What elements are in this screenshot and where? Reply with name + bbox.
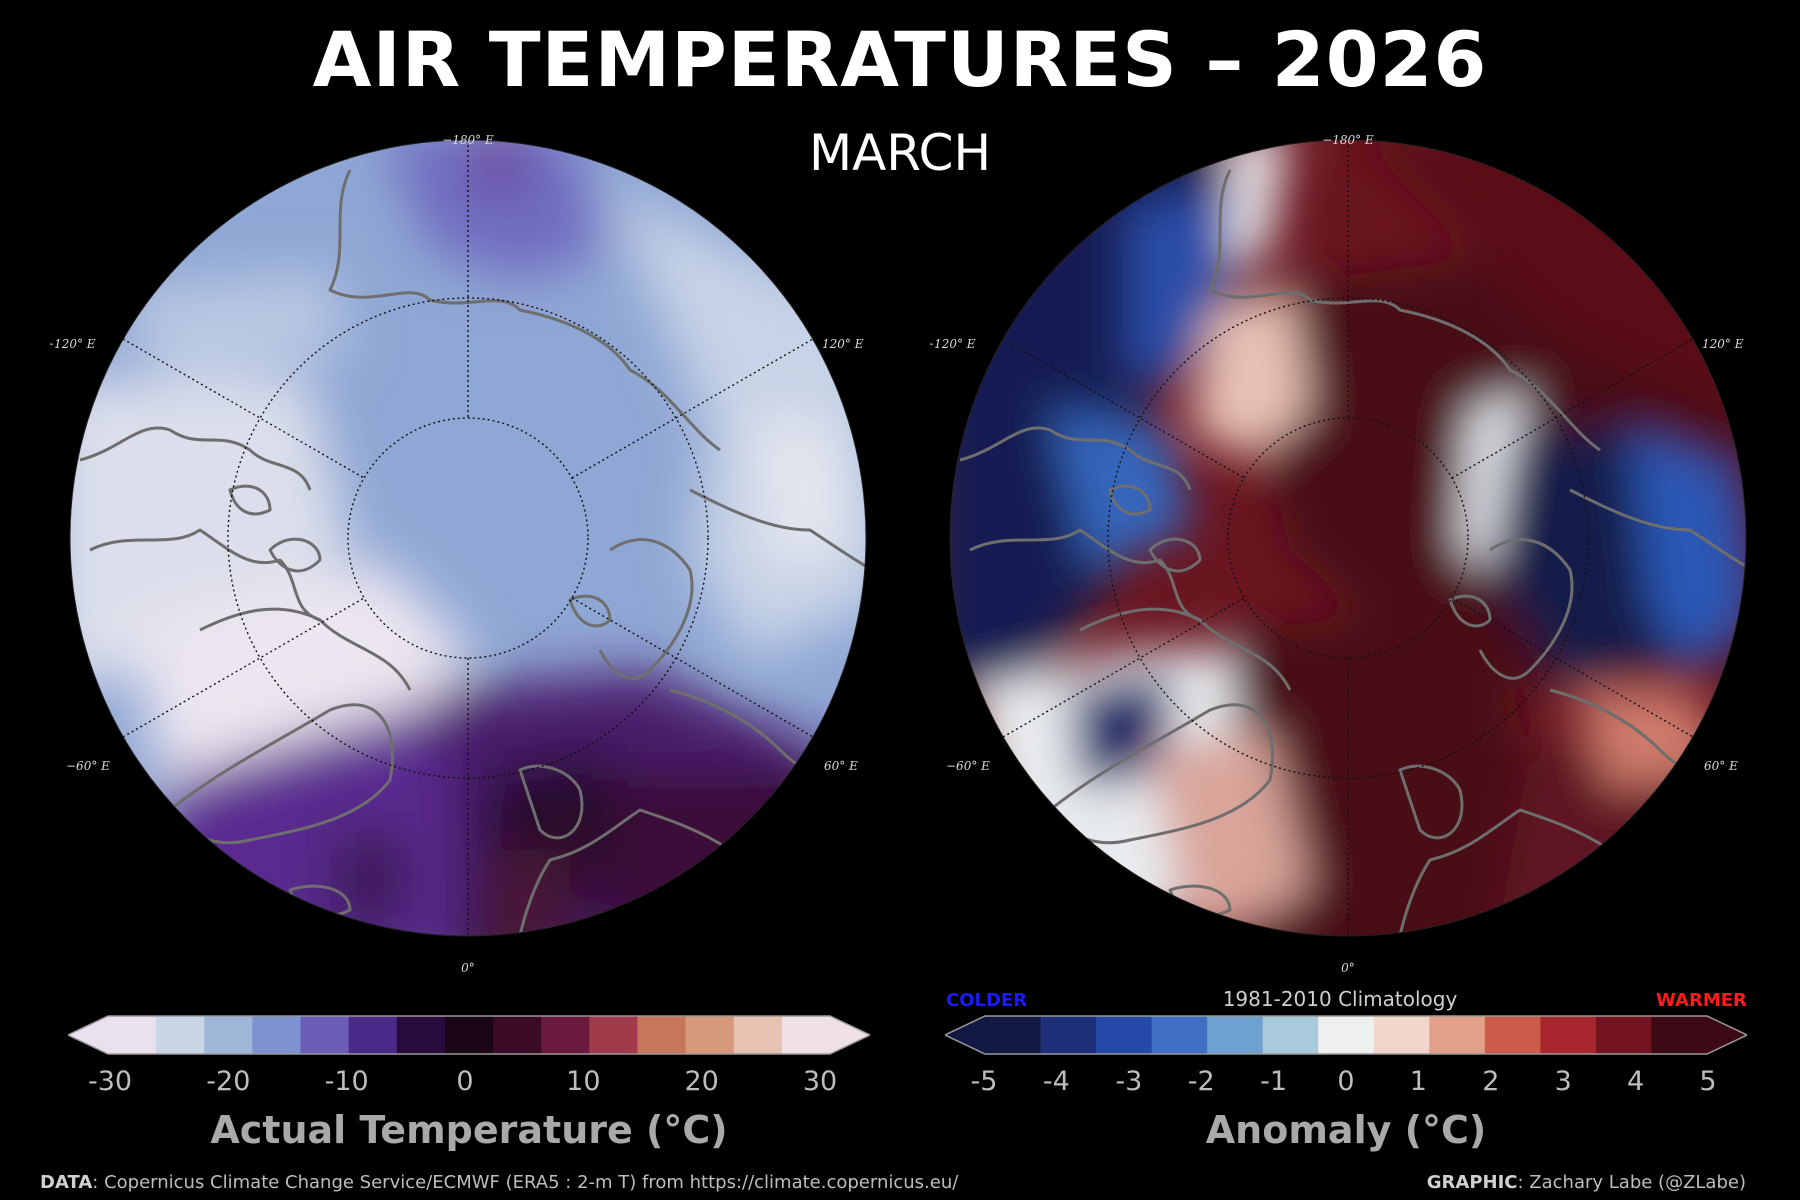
temperature-colorbar-tick-label: 20 bbox=[684, 1066, 719, 1097]
anomaly-colorbar-tick-label: -4 bbox=[1042, 1066, 1070, 1097]
temperature-colorbar-extend-high bbox=[830, 1016, 870, 1054]
data-credit-label: DATA bbox=[40, 1172, 93, 1193]
lon-label-top: −180° E bbox=[442, 133, 494, 147]
temperature-colorbar-extend-low bbox=[68, 1016, 108, 1054]
temperature-colorbar bbox=[68, 1015, 870, 1055]
anomaly-colorbar-tick-label: -2 bbox=[1187, 1066, 1215, 1097]
temperature-colorbar-outline bbox=[68, 1015, 870, 1055]
anomaly-colorbar-swatch bbox=[1318, 1016, 1375, 1054]
temperature-colorbar-swatch bbox=[204, 1016, 253, 1054]
graticule bbox=[122, 140, 814, 936]
temperature-colorbar-ticks: -30 -20 -10 0 10 20 30 bbox=[88, 1066, 837, 1100]
lon-label-bottom: 0° bbox=[461, 961, 475, 975]
temperature-colorbar-swatch bbox=[348, 1016, 398, 1054]
temperature-colorbar-swatch bbox=[300, 1016, 350, 1054]
anomaly-colorbar-swatch bbox=[985, 1016, 1042, 1054]
anomaly-field bbox=[950, 140, 1746, 936]
temperature-colorbar-swatch bbox=[637, 1016, 687, 1054]
anomaly-colorbar-tick-label: 1 bbox=[1409, 1066, 1427, 1097]
temperature-colorbar-swatch bbox=[493, 1016, 542, 1054]
temperature-field bbox=[70, 140, 866, 936]
climatology-label: 1981-2010 Climatology bbox=[1222, 987, 1458, 1011]
anomaly-colorbar-tick-label: -5 bbox=[970, 1066, 998, 1097]
anomaly-colorbar-tick-label: -3 bbox=[1115, 1066, 1143, 1097]
actual-temperature-map: −180° E −120° E 120° E −60° E 60° E 0° bbox=[50, 133, 867, 975]
temperature-colorbar-tick-label: 10 bbox=[566, 1066, 601, 1097]
anomaly-colorbar-swatch bbox=[1484, 1016, 1541, 1054]
data-credit-text: : Copernicus Climate Change Service/ECMW… bbox=[92, 1172, 959, 1193]
anomaly-colorbar-tick-label: -1 bbox=[1260, 1066, 1288, 1097]
temperature-colorbar-tick-label: 30 bbox=[802, 1066, 838, 1097]
temperature-colorbar-swatch bbox=[589, 1016, 639, 1054]
anomaly-colorbar-swatch bbox=[1429, 1016, 1486, 1054]
map-boundary bbox=[949, 139, 1747, 937]
map-boundary bbox=[69, 139, 867, 937]
graticule bbox=[1002, 140, 1694, 936]
temperature-colorbar-swatch bbox=[541, 1016, 590, 1054]
temperature-colorbar-swatch bbox=[108, 1016, 157, 1054]
anomaly-colorbar-swatch bbox=[1207, 1016, 1264, 1054]
anomaly-colorbar-extend-low bbox=[945, 1016, 985, 1054]
temperature-colorbar-swatch bbox=[396, 1016, 446, 1054]
temperature-colorbar-tick-label: 0 bbox=[456, 1066, 474, 1097]
lon-label-bottom: 0° bbox=[1341, 961, 1355, 975]
temperature-colorbar-tick-label: -30 bbox=[87, 1066, 133, 1097]
anomaly-colorbar-tick-label: 4 bbox=[1627, 1066, 1645, 1097]
page-subtitle: MARCH bbox=[808, 124, 992, 182]
anomaly-colorbar-ticks: -5 -4 -3 -2 -1 0 1 2 3 4 5 bbox=[971, 1066, 1717, 1100]
temperature-colorbar-swatch bbox=[444, 1016, 494, 1054]
colder-label: COLDER bbox=[946, 990, 1028, 1011]
warmer-label: WARMER bbox=[1656, 990, 1747, 1011]
temperature-colorbar-swatch bbox=[252, 1016, 302, 1054]
anomaly-colorbar-tick-label: 2 bbox=[1482, 1066, 1500, 1097]
anomaly-colorbar-outline bbox=[945, 1015, 1747, 1055]
data-source-credit: DATA: Copernicus Climate Change Service/… bbox=[40, 1172, 958, 1193]
lon-label-top: −180° E bbox=[1322, 133, 1374, 147]
lon-label-right-lower: 60° E bbox=[824, 759, 858, 773]
lon-label-right-lower: 60° E bbox=[1704, 759, 1738, 773]
temperature-colorbar-tick-label: -20 bbox=[206, 1066, 251, 1097]
temperature-colorbar-swatch bbox=[685, 1016, 735, 1054]
anomaly-colorbar-swatch bbox=[1096, 1016, 1153, 1054]
anomaly-colorbar-tick-label: 5 bbox=[1699, 1066, 1717, 1097]
lon-label-right-upper: 120° E bbox=[1702, 337, 1744, 351]
lon-label-left-upper: −120° E bbox=[50, 337, 96, 351]
anomaly-colorbar bbox=[945, 1015, 1747, 1055]
graphic-credit-text: : Zachary Labe (@ZLabe) bbox=[1517, 1172, 1746, 1193]
lon-label-left-lower: −60° E bbox=[946, 759, 990, 773]
temperature-anomaly-map: −180° E −120° E 120° E −60° E 60° E 0° bbox=[930, 133, 1747, 975]
coastlines bbox=[79, 169, 866, 936]
anomaly-colorbar-swatch bbox=[1373, 1016, 1430, 1054]
lon-label-left-upper: −120° E bbox=[930, 337, 976, 351]
anomaly-colorbar-swatch bbox=[1651, 1016, 1708, 1054]
temperature-colorbar-label: Actual Temperature (°C) bbox=[210, 1108, 728, 1152]
lon-label-right-upper: 120° E bbox=[822, 337, 864, 351]
anomaly-colorbar-extend-high bbox=[1707, 1016, 1747, 1054]
graphic-credit-label: GRAPHIC bbox=[1426, 1172, 1518, 1193]
anomaly-colorbar-label: Anomaly (°C) bbox=[1205, 1108, 1487, 1152]
anomaly-colorbar-swatch bbox=[1040, 1016, 1097, 1054]
temperature-colorbar-tick-label: -10 bbox=[324, 1066, 369, 1097]
anomaly-colorbar-swatch bbox=[1151, 1016, 1208, 1054]
page-title: AIR TEMPERATURES – 2026 bbox=[312, 15, 1488, 104]
anomaly-colorbar-swatch bbox=[1595, 1016, 1653, 1054]
graphic-credit: GRAPHIC: Zachary Labe (@ZLabe) bbox=[1427, 1172, 1746, 1193]
temperature-colorbar-swatch bbox=[156, 1016, 205, 1054]
lon-label-left-lower: −60° E bbox=[66, 759, 110, 773]
anomaly-colorbar-tick-label: 0 bbox=[1337, 1066, 1355, 1097]
temperature-colorbar-swatch bbox=[781, 1016, 831, 1054]
anomaly-colorbar-swatch bbox=[1262, 1016, 1319, 1054]
temperature-colorbar-swatch bbox=[733, 1016, 783, 1054]
anomaly-colorbar-tick-label: 3 bbox=[1554, 1066, 1572, 1097]
anomaly-colorbar-swatch bbox=[1540, 1016, 1597, 1054]
